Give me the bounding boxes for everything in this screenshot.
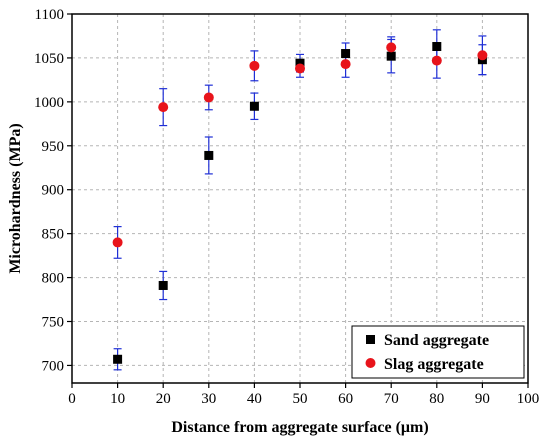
- sand-aggregate-point: [158, 280, 168, 290]
- x-tick-label: 60: [338, 391, 353, 407]
- x-tick-label: 80: [429, 391, 444, 407]
- legend-slag-marker: [365, 358, 376, 368]
- x-tick-label: 10: [110, 391, 125, 407]
- y-tick-label: 800: [42, 271, 65, 287]
- y-tick-label: 1100: [35, 7, 64, 23]
- legend-sand-label: Sand aggregate: [384, 332, 489, 349]
- data-points: [112, 42, 488, 364]
- legend: Sand aggregate Slag aggregate: [351, 325, 525, 379]
- y-tick-label: 1000: [34, 95, 64, 111]
- slag-aggregate-point: [112, 237, 123, 248]
- x-tick-label: 100: [517, 391, 540, 407]
- x-tick-label: 40: [247, 391, 262, 407]
- legend-slag-label: Slag aggregate: [384, 356, 484, 373]
- x-axis: 0 10 20 30 40 50 60 70 80 90 100: [68, 383, 539, 407]
- legend-sand-marker: [366, 335, 375, 344]
- slag-aggregate-point: [431, 55, 442, 66]
- sand-aggregate-point: [113, 354, 123, 364]
- y-axis: 700 750 800 850 900 950 1000 1050 1100: [34, 7, 72, 374]
- x-tick-label: 90: [475, 391, 490, 407]
- sand-aggregate-point: [386, 51, 396, 61]
- x-tick-label: 0: [68, 391, 76, 407]
- y-tick-label: 750: [42, 315, 65, 331]
- x-axis-title: Distance from aggregate surface (μm): [171, 419, 428, 436]
- y-tick-label: 900: [42, 183, 65, 199]
- sand-aggregate-point: [341, 49, 351, 59]
- y-tick-label: 950: [42, 139, 65, 155]
- sand-aggregate-point: [295, 58, 305, 68]
- x-tick-label: 70: [384, 391, 399, 407]
- sand-aggregate-point: [249, 101, 259, 111]
- legend-box: [351, 325, 525, 379]
- slag-aggregate-point: [158, 102, 169, 113]
- sand-aggregate-point: [204, 150, 214, 160]
- slag-aggregate-point: [203, 92, 214, 103]
- y-tick-label: 850: [42, 227, 65, 243]
- slag-aggregate-point: [249, 60, 260, 71]
- slag-aggregate-point: [295, 63, 305, 74]
- slag-aggregate-point: [477, 50, 488, 61]
- y-tick-label: 700: [42, 358, 65, 374]
- y-tick-label: 1050: [34, 51, 64, 67]
- x-tick-label: 50: [293, 391, 308, 407]
- x-tick-label: 20: [156, 391, 171, 407]
- y-axis-title: Microhardness (MPa): [7, 123, 24, 273]
- slag-aggregate-point: [386, 42, 397, 53]
- slag-aggregate-point: [340, 59, 351, 70]
- x-tick-label: 30: [201, 391, 216, 407]
- sand-aggregate-point: [432, 42, 442, 52]
